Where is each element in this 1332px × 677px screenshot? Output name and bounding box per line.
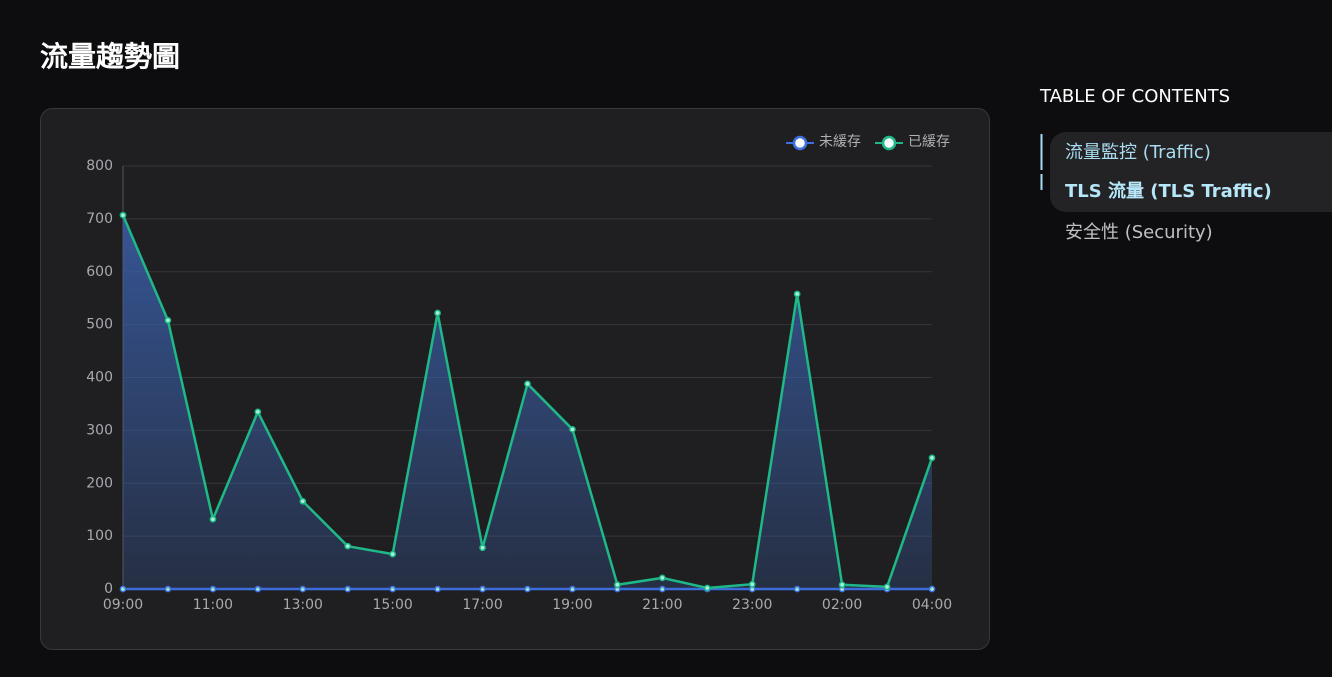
toc-title: TABLE OF CONTENTS bbox=[1039, 86, 1230, 107]
page-title: 流量趨勢圖 bbox=[40, 40, 180, 73]
toc-item[interactable]: TLS 流量 (TLS Traffic) bbox=[1065, 180, 1272, 202]
x-tick-label: 09:00 bbox=[103, 597, 143, 613]
x-tick-label: 02:00 bbox=[822, 597, 862, 613]
point bbox=[434, 309, 441, 317]
y-tick-label: 500 bbox=[86, 317, 113, 333]
legend-label: 未緩存 bbox=[819, 134, 861, 150]
point bbox=[209, 515, 217, 523]
point bbox=[838, 581, 846, 589]
point bbox=[703, 584, 711, 592]
x-tick-label: 23:00 bbox=[732, 597, 772, 613]
point bbox=[344, 542, 352, 550]
point bbox=[389, 550, 397, 558]
x-tick-label: 19:00 bbox=[552, 597, 592, 613]
toc-item[interactable]: 安全性 (Security) bbox=[1065, 222, 1213, 243]
legend-label: 已緩存 bbox=[908, 134, 950, 150]
y-tick-label: 0 bbox=[104, 581, 113, 597]
legend-marker bbox=[881, 135, 897, 151]
x-tick-label: 11:00 bbox=[193, 597, 233, 613]
point bbox=[299, 497, 307, 505]
point bbox=[164, 317, 172, 324]
y-tick-label: 100 bbox=[86, 528, 113, 544]
point bbox=[569, 425, 576, 433]
legend-marker bbox=[792, 135, 808, 151]
point bbox=[928, 454, 936, 462]
point bbox=[748, 580, 756, 588]
point bbox=[614, 581, 621, 589]
y-tick-label: 800 bbox=[86, 158, 113, 174]
y-tick-label: 700 bbox=[86, 211, 113, 227]
x-tick-label: 21:00 bbox=[642, 597, 682, 613]
y-tick-label: 600 bbox=[86, 264, 113, 280]
point bbox=[119, 211, 127, 219]
toc-highlight bbox=[1050, 132, 1332, 212]
x-tick-label: 13:00 bbox=[283, 597, 323, 613]
point bbox=[524, 380, 531, 388]
point bbox=[883, 583, 891, 591]
point bbox=[479, 544, 486, 552]
y-tick-label: 300 bbox=[86, 422, 113, 438]
toc-item[interactable]: 流量監控 (Traffic) bbox=[1065, 142, 1211, 163]
area bbox=[123, 215, 932, 589]
x-tick-label: 15:00 bbox=[372, 597, 412, 613]
y-tick-label: 200 bbox=[86, 475, 113, 491]
point bbox=[658, 574, 666, 582]
x-tick-label: 04:00 bbox=[912, 597, 952, 613]
point bbox=[254, 408, 262, 416]
point bbox=[793, 290, 801, 298]
y-tick-label: 400 bbox=[86, 370, 113, 386]
chart: 0 100 200 300 400 500 600 700 800 09:00 11:00 13:00… bbox=[86, 134, 952, 613]
x-tick-label: 17:00 bbox=[462, 597, 502, 613]
